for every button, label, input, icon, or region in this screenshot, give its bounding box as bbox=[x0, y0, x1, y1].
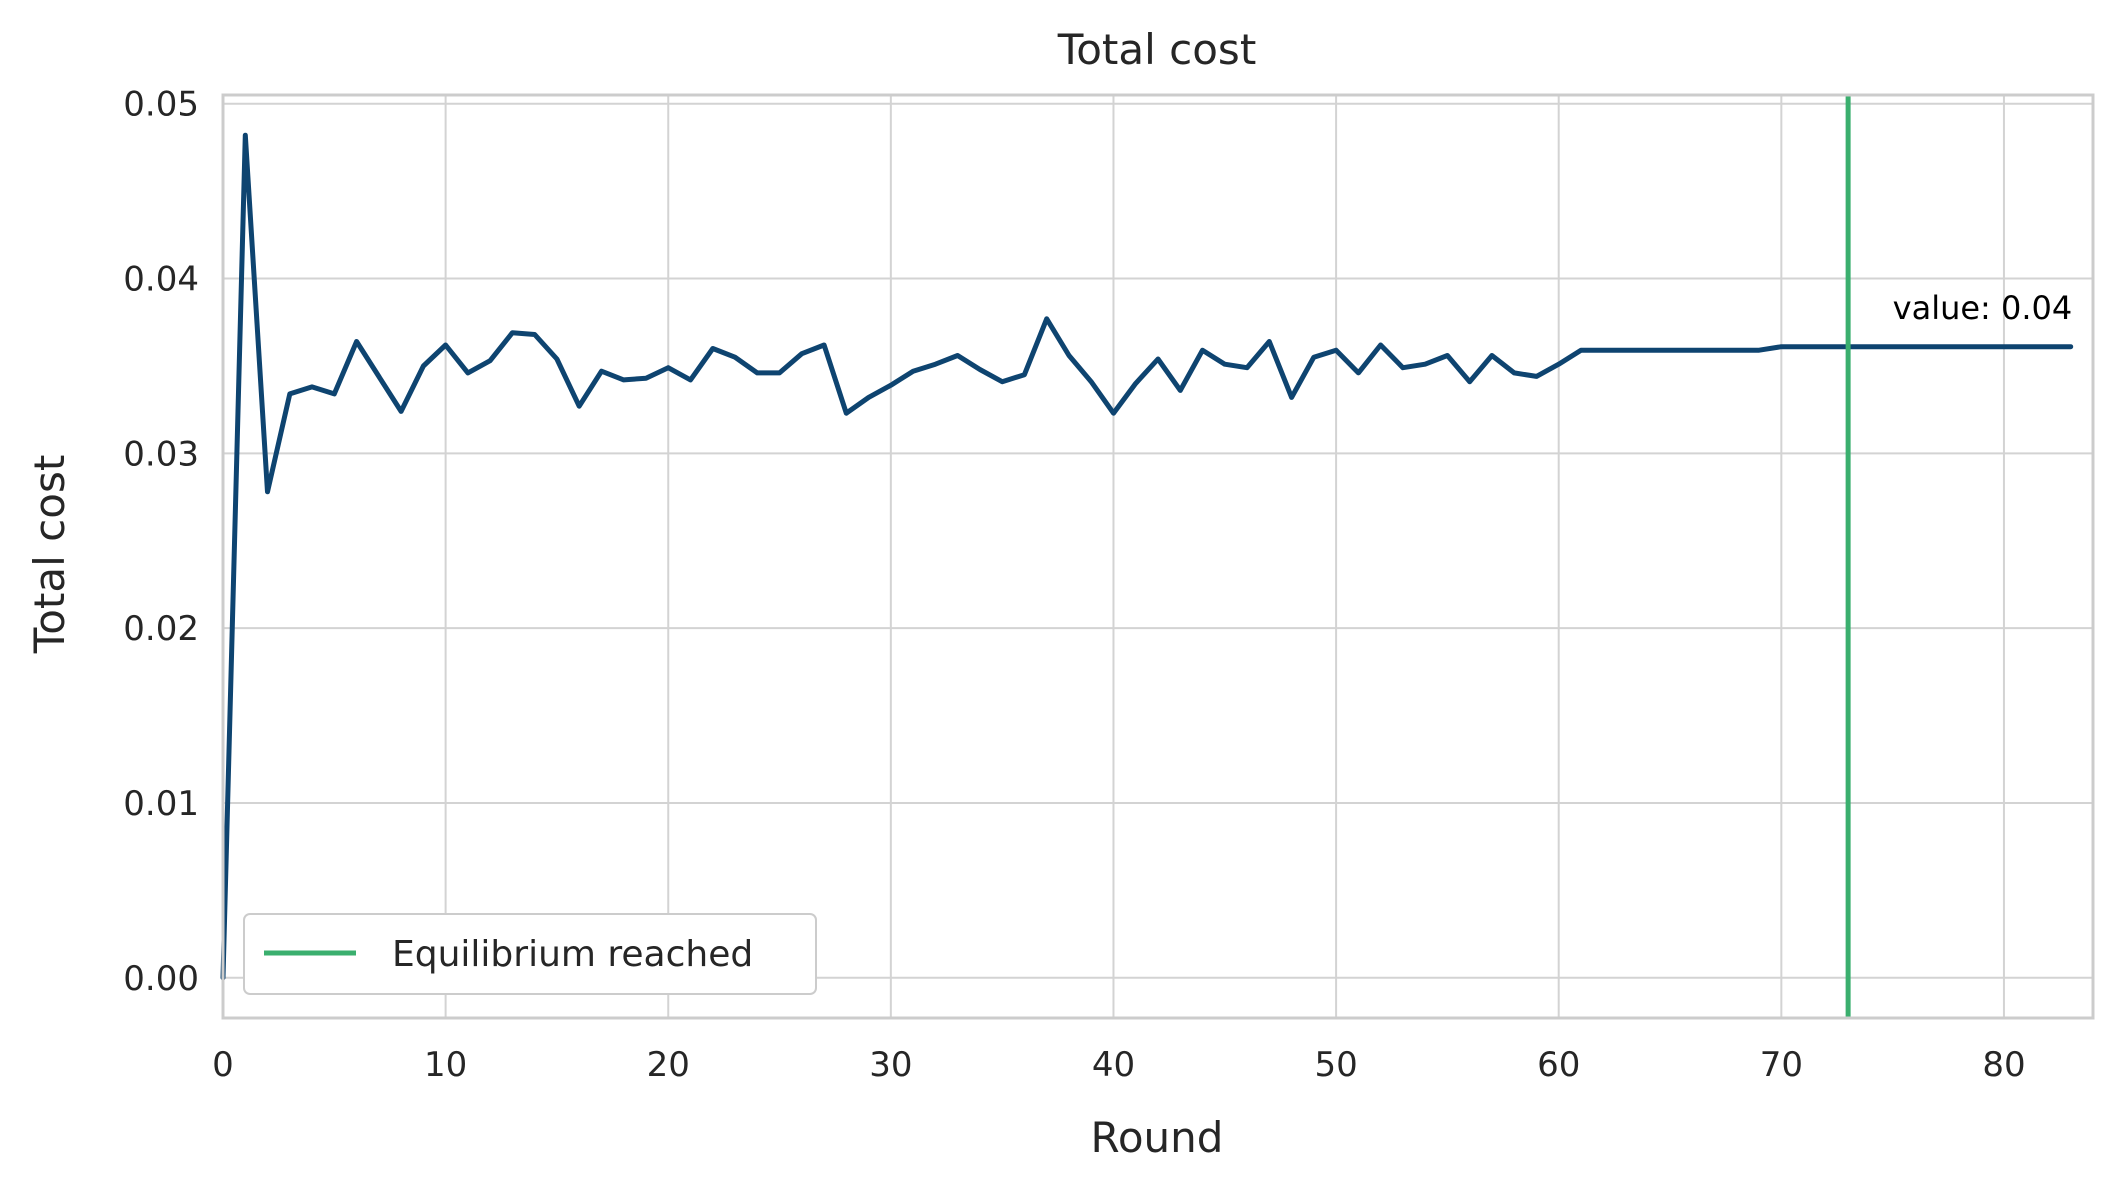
x-tick-label: 60 bbox=[1537, 1045, 1580, 1085]
x-axis-title: Round bbox=[1091, 1113, 1224, 1162]
x-tick-label: 80 bbox=[1982, 1045, 2025, 1085]
x-tick-label: 0 bbox=[212, 1045, 234, 1085]
y-tick-labels: 0.00 0.01 0.02 0.03 0.04 0.05 bbox=[123, 85, 199, 999]
x-tick-label: 50 bbox=[1314, 1045, 1357, 1085]
chart-title: Total cost bbox=[1057, 25, 1257, 74]
legend-box bbox=[243, 913, 817, 995]
y-tick-label: 0.01 bbox=[123, 784, 199, 824]
x-tick-label: 20 bbox=[647, 1045, 690, 1085]
legend: Equilibrium reached bbox=[243, 913, 817, 995]
x-tick-label: 40 bbox=[1092, 1045, 1135, 1085]
x-tick-label: 30 bbox=[869, 1045, 912, 1085]
y-tick-label: 0.03 bbox=[123, 434, 199, 474]
x-tick-label: 70 bbox=[1760, 1045, 1803, 1085]
x-tick-label: 10 bbox=[424, 1045, 467, 1085]
legend-label: Equilibrium reached bbox=[392, 934, 753, 975]
y-axis-title: Total cost bbox=[25, 455, 74, 655]
series-line-total-cost bbox=[220, 132, 2074, 981]
y-tick-label: 0.05 bbox=[123, 85, 199, 125]
y-tick-label: 0.02 bbox=[123, 609, 199, 649]
x-tick-labels: 0 10 20 30 40 50 60 70 80 bbox=[212, 1045, 2025, 1085]
chart-marks bbox=[220, 95, 2074, 1018]
grid-lines bbox=[222, 95, 2093, 1018]
y-tick-label: 0.00 bbox=[123, 959, 199, 999]
plot-frame bbox=[221, 93, 2095, 1020]
value-annotation: value: 0.04 bbox=[1893, 289, 2073, 327]
y-tick-label: 0.04 bbox=[123, 260, 199, 300]
